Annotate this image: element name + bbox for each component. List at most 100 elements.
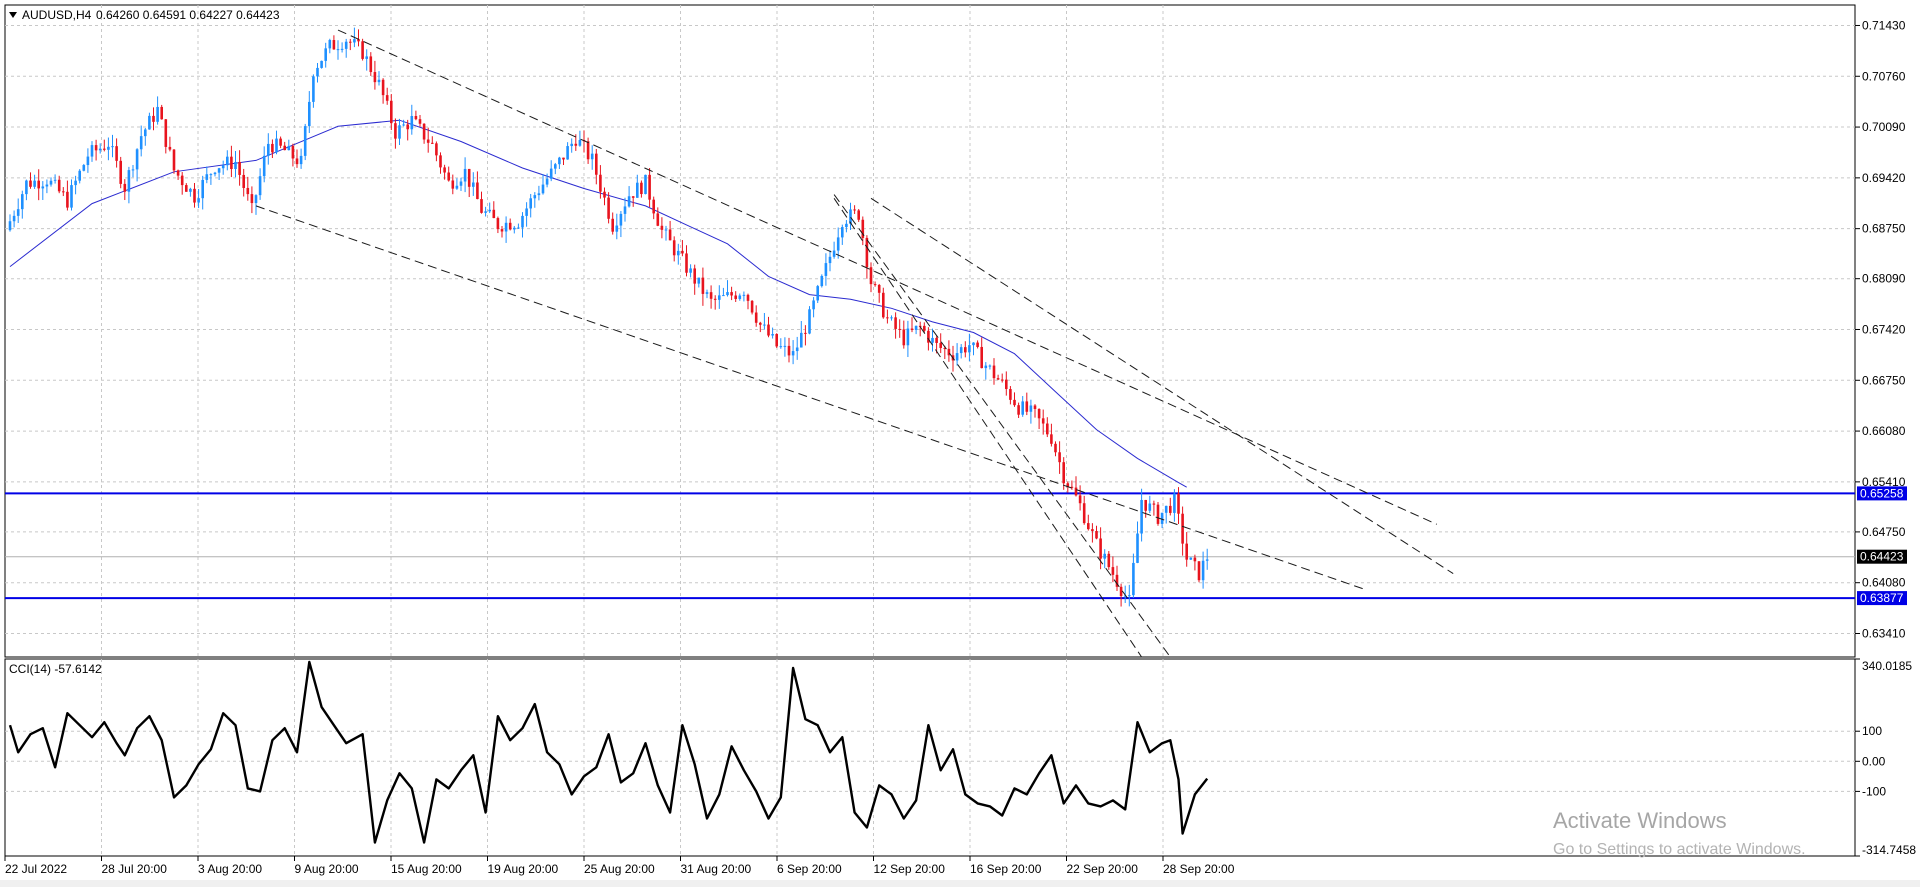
candle-body xyxy=(275,138,278,153)
candle-body xyxy=(418,119,422,124)
candle-body xyxy=(836,237,840,251)
chart-ohlc-text: 0.64260 0.64591 0.64227 0.64423 xyxy=(96,8,280,22)
candle-body xyxy=(1111,567,1115,575)
candle-body xyxy=(115,146,118,161)
candle-body xyxy=(664,229,668,231)
candle-body xyxy=(1177,493,1180,514)
candle-body xyxy=(86,156,90,166)
candle-body xyxy=(406,124,409,130)
candle-body xyxy=(33,180,36,187)
candle-body xyxy=(718,295,721,300)
candle-body xyxy=(1128,595,1131,597)
price-tick-label: 0.70760 xyxy=(1862,69,1906,83)
price-panel[interactable] xyxy=(4,4,1856,658)
candle-body xyxy=(1021,401,1024,415)
price-tick-label: 0.69420 xyxy=(1862,171,1906,185)
candle-body xyxy=(869,267,873,285)
candle-body xyxy=(160,106,163,120)
candle-body xyxy=(365,56,368,59)
candle-body xyxy=(627,196,631,207)
candle-body xyxy=(439,155,442,168)
candle-body xyxy=(217,168,221,173)
cci-tick-label: 0.00 xyxy=(1862,754,1886,768)
candle-body xyxy=(209,174,213,176)
candle-body xyxy=(882,292,885,318)
candle-body xyxy=(935,337,938,343)
candle-body xyxy=(291,145,295,159)
candle-body xyxy=(1091,529,1094,531)
trend-line[interactable] xyxy=(870,197,1454,575)
candle-body xyxy=(488,209,491,212)
candle-body xyxy=(390,100,393,124)
candle-body xyxy=(1009,389,1012,400)
candle-body xyxy=(734,295,737,299)
candle-body xyxy=(726,292,729,296)
candle-body xyxy=(857,210,860,220)
candle-body xyxy=(1189,557,1193,560)
candle-body xyxy=(791,351,795,356)
candle-body xyxy=(504,222,508,232)
candle-body xyxy=(394,123,397,139)
chart-tab-strip[interactable] xyxy=(0,880,1920,887)
candle-body xyxy=(267,143,270,156)
candle-body xyxy=(340,48,344,50)
candle-body xyxy=(820,275,824,287)
candle-body xyxy=(349,41,352,43)
candle-body xyxy=(1164,505,1168,513)
trend-line[interactable] xyxy=(833,194,1171,658)
cci-panel[interactable] xyxy=(4,658,1856,857)
candle-body xyxy=(660,225,664,230)
candle-body xyxy=(119,160,122,184)
candle-body xyxy=(730,292,733,296)
candle-body xyxy=(131,169,135,171)
price-tick-label: 0.64750 xyxy=(1862,525,1906,539)
candle-body xyxy=(841,227,844,238)
candle-body xyxy=(369,56,373,73)
candle-body xyxy=(94,145,98,151)
candle-body xyxy=(574,143,578,146)
candle-body xyxy=(385,95,389,101)
candle-body xyxy=(156,106,159,122)
horizontal-levels xyxy=(5,492,1855,600)
candle-body xyxy=(496,218,500,230)
candle-body xyxy=(742,294,746,296)
time-tick-label: 3 Aug 20:00 xyxy=(198,862,262,876)
candle-body xyxy=(1070,486,1074,488)
cci-tick-label: 100 xyxy=(1862,724,1882,738)
candle-body xyxy=(976,342,979,347)
trend-line[interactable] xyxy=(833,198,1143,658)
trend-line[interactable] xyxy=(337,29,1438,525)
candle-body xyxy=(947,348,951,356)
candle-body xyxy=(1037,408,1041,419)
candle-body xyxy=(242,174,245,188)
collapse-triangle-icon[interactable] xyxy=(9,12,17,18)
candle-body xyxy=(754,312,758,323)
price-tick-label: 0.68750 xyxy=(1862,222,1906,236)
time-tick-label: 31 Aug 20:00 xyxy=(681,862,752,876)
candle-body xyxy=(640,182,643,195)
candle-body xyxy=(603,191,606,198)
candle-body xyxy=(1062,462,1065,484)
candle-body xyxy=(709,292,713,299)
candle-body xyxy=(861,219,865,238)
candle-body xyxy=(1144,499,1147,511)
candle-body xyxy=(180,175,184,186)
candle-body xyxy=(1205,559,1209,561)
price-tick-label: 0.64080 xyxy=(1862,576,1906,590)
candle-body xyxy=(172,149,176,171)
candle-body xyxy=(70,185,73,208)
candle-body xyxy=(1099,538,1102,559)
candle-body xyxy=(586,141,590,160)
candle-body xyxy=(623,206,627,214)
time-tick-label: 6 Sep 20:00 xyxy=(777,862,842,876)
candle-body xyxy=(74,180,77,186)
candle-body xyxy=(775,334,778,347)
candle-body xyxy=(295,158,299,165)
candle-body xyxy=(1197,561,1201,581)
candle-body xyxy=(599,174,602,192)
moving-average xyxy=(9,119,1187,488)
candle-body xyxy=(898,328,901,330)
candle-body xyxy=(98,148,102,151)
